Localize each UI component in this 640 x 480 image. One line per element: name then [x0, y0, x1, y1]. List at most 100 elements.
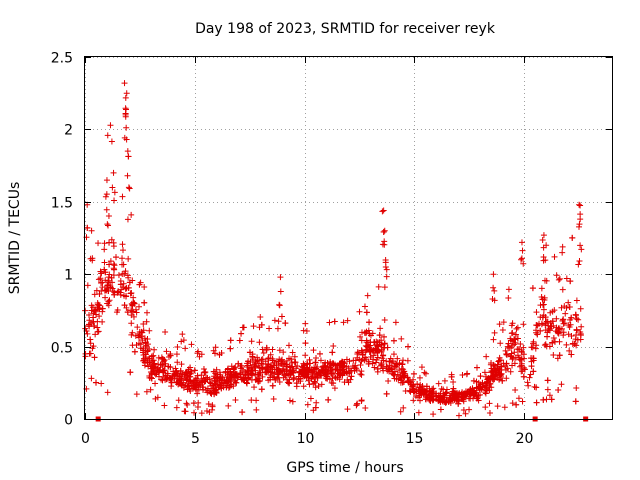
chart-title: Day 198 of 2023, SRMTID for receiver rey…	[195, 21, 496, 37]
data-point	[469, 385, 476, 392]
data-point	[526, 374, 533, 381]
x-tick-label: 0	[81, 431, 90, 447]
data-point	[258, 321, 265, 328]
data-point	[509, 356, 516, 363]
data-point	[280, 349, 287, 356]
data-point	[389, 358, 396, 365]
spike-point	[276, 301, 283, 308]
data-point	[366, 319, 373, 326]
data-point	[462, 410, 469, 417]
data-point	[551, 338, 558, 345]
data-point	[473, 364, 480, 371]
data-point	[285, 342, 292, 349]
data-point	[404, 374, 411, 381]
x-tick-label: 20	[516, 431, 534, 447]
data-point	[331, 318, 338, 325]
data-point	[161, 402, 168, 409]
data-point	[253, 406, 260, 413]
data-point	[128, 307, 135, 314]
spike-point	[543, 242, 550, 249]
data-point	[203, 407, 210, 414]
data-point	[121, 270, 128, 277]
data-point	[379, 355, 386, 362]
data-point	[351, 365, 358, 372]
data-point	[272, 376, 279, 383]
data-point	[212, 350, 219, 357]
data-point	[394, 355, 401, 362]
data-point	[225, 384, 232, 391]
data-point	[490, 336, 497, 343]
data-point	[372, 359, 379, 366]
spike-point	[121, 80, 128, 87]
spike-point	[383, 266, 390, 273]
data-point	[258, 360, 265, 367]
data-point	[347, 368, 354, 375]
data-point	[428, 389, 435, 396]
frame-layer	[84, 56, 613, 420]
data-point	[323, 364, 330, 371]
data-point	[180, 337, 187, 344]
data-point	[499, 377, 506, 384]
data-point	[409, 383, 416, 390]
data-point	[128, 300, 135, 307]
spike-point	[491, 297, 498, 304]
data-point	[271, 317, 278, 324]
data-point	[239, 324, 246, 331]
data-point	[399, 374, 406, 381]
data-point	[179, 331, 186, 338]
data-point	[326, 319, 333, 326]
data-point	[291, 374, 298, 381]
data-point	[130, 313, 137, 320]
data-point	[459, 371, 466, 378]
data-point	[370, 339, 377, 346]
data-point	[357, 370, 364, 377]
spike-point	[123, 90, 130, 97]
data-point	[312, 404, 319, 411]
data-point	[398, 377, 405, 384]
data-point	[573, 384, 580, 391]
data-point	[563, 304, 570, 311]
data-point	[104, 132, 111, 139]
spike-point	[380, 207, 387, 214]
data-point	[577, 332, 584, 339]
data-point	[334, 362, 341, 369]
data-point	[420, 386, 427, 393]
data-point	[508, 330, 515, 337]
spike-point	[124, 216, 131, 223]
spike-point	[88, 227, 95, 234]
data-point	[470, 392, 477, 399]
data-point	[244, 367, 251, 374]
data-point	[117, 281, 124, 288]
data-point	[344, 317, 351, 324]
data-point	[308, 366, 315, 373]
data-point	[84, 282, 91, 289]
data-point	[119, 241, 126, 248]
data-point	[172, 365, 179, 372]
data-point	[392, 363, 399, 370]
data-point	[542, 320, 549, 327]
data-point	[435, 380, 442, 387]
data-point	[400, 404, 407, 411]
data-point	[202, 369, 209, 376]
data-point	[270, 395, 277, 402]
data-point	[248, 338, 255, 345]
data-point	[144, 336, 151, 343]
data-point	[494, 403, 501, 410]
data-point	[166, 374, 173, 381]
data-point	[128, 289, 135, 296]
data-point	[269, 357, 276, 364]
data-point	[560, 329, 567, 336]
spike-point	[518, 239, 525, 246]
data-point	[151, 346, 158, 353]
data-point	[141, 299, 148, 306]
data-point	[310, 347, 317, 354]
data-point	[144, 341, 151, 348]
data-point	[133, 391, 140, 398]
data-point	[503, 375, 510, 382]
data-point	[558, 325, 565, 332]
data-point	[400, 378, 407, 385]
spike-point	[277, 274, 284, 281]
data-point	[334, 374, 341, 381]
data-point	[513, 325, 520, 332]
spike-point	[577, 216, 584, 223]
